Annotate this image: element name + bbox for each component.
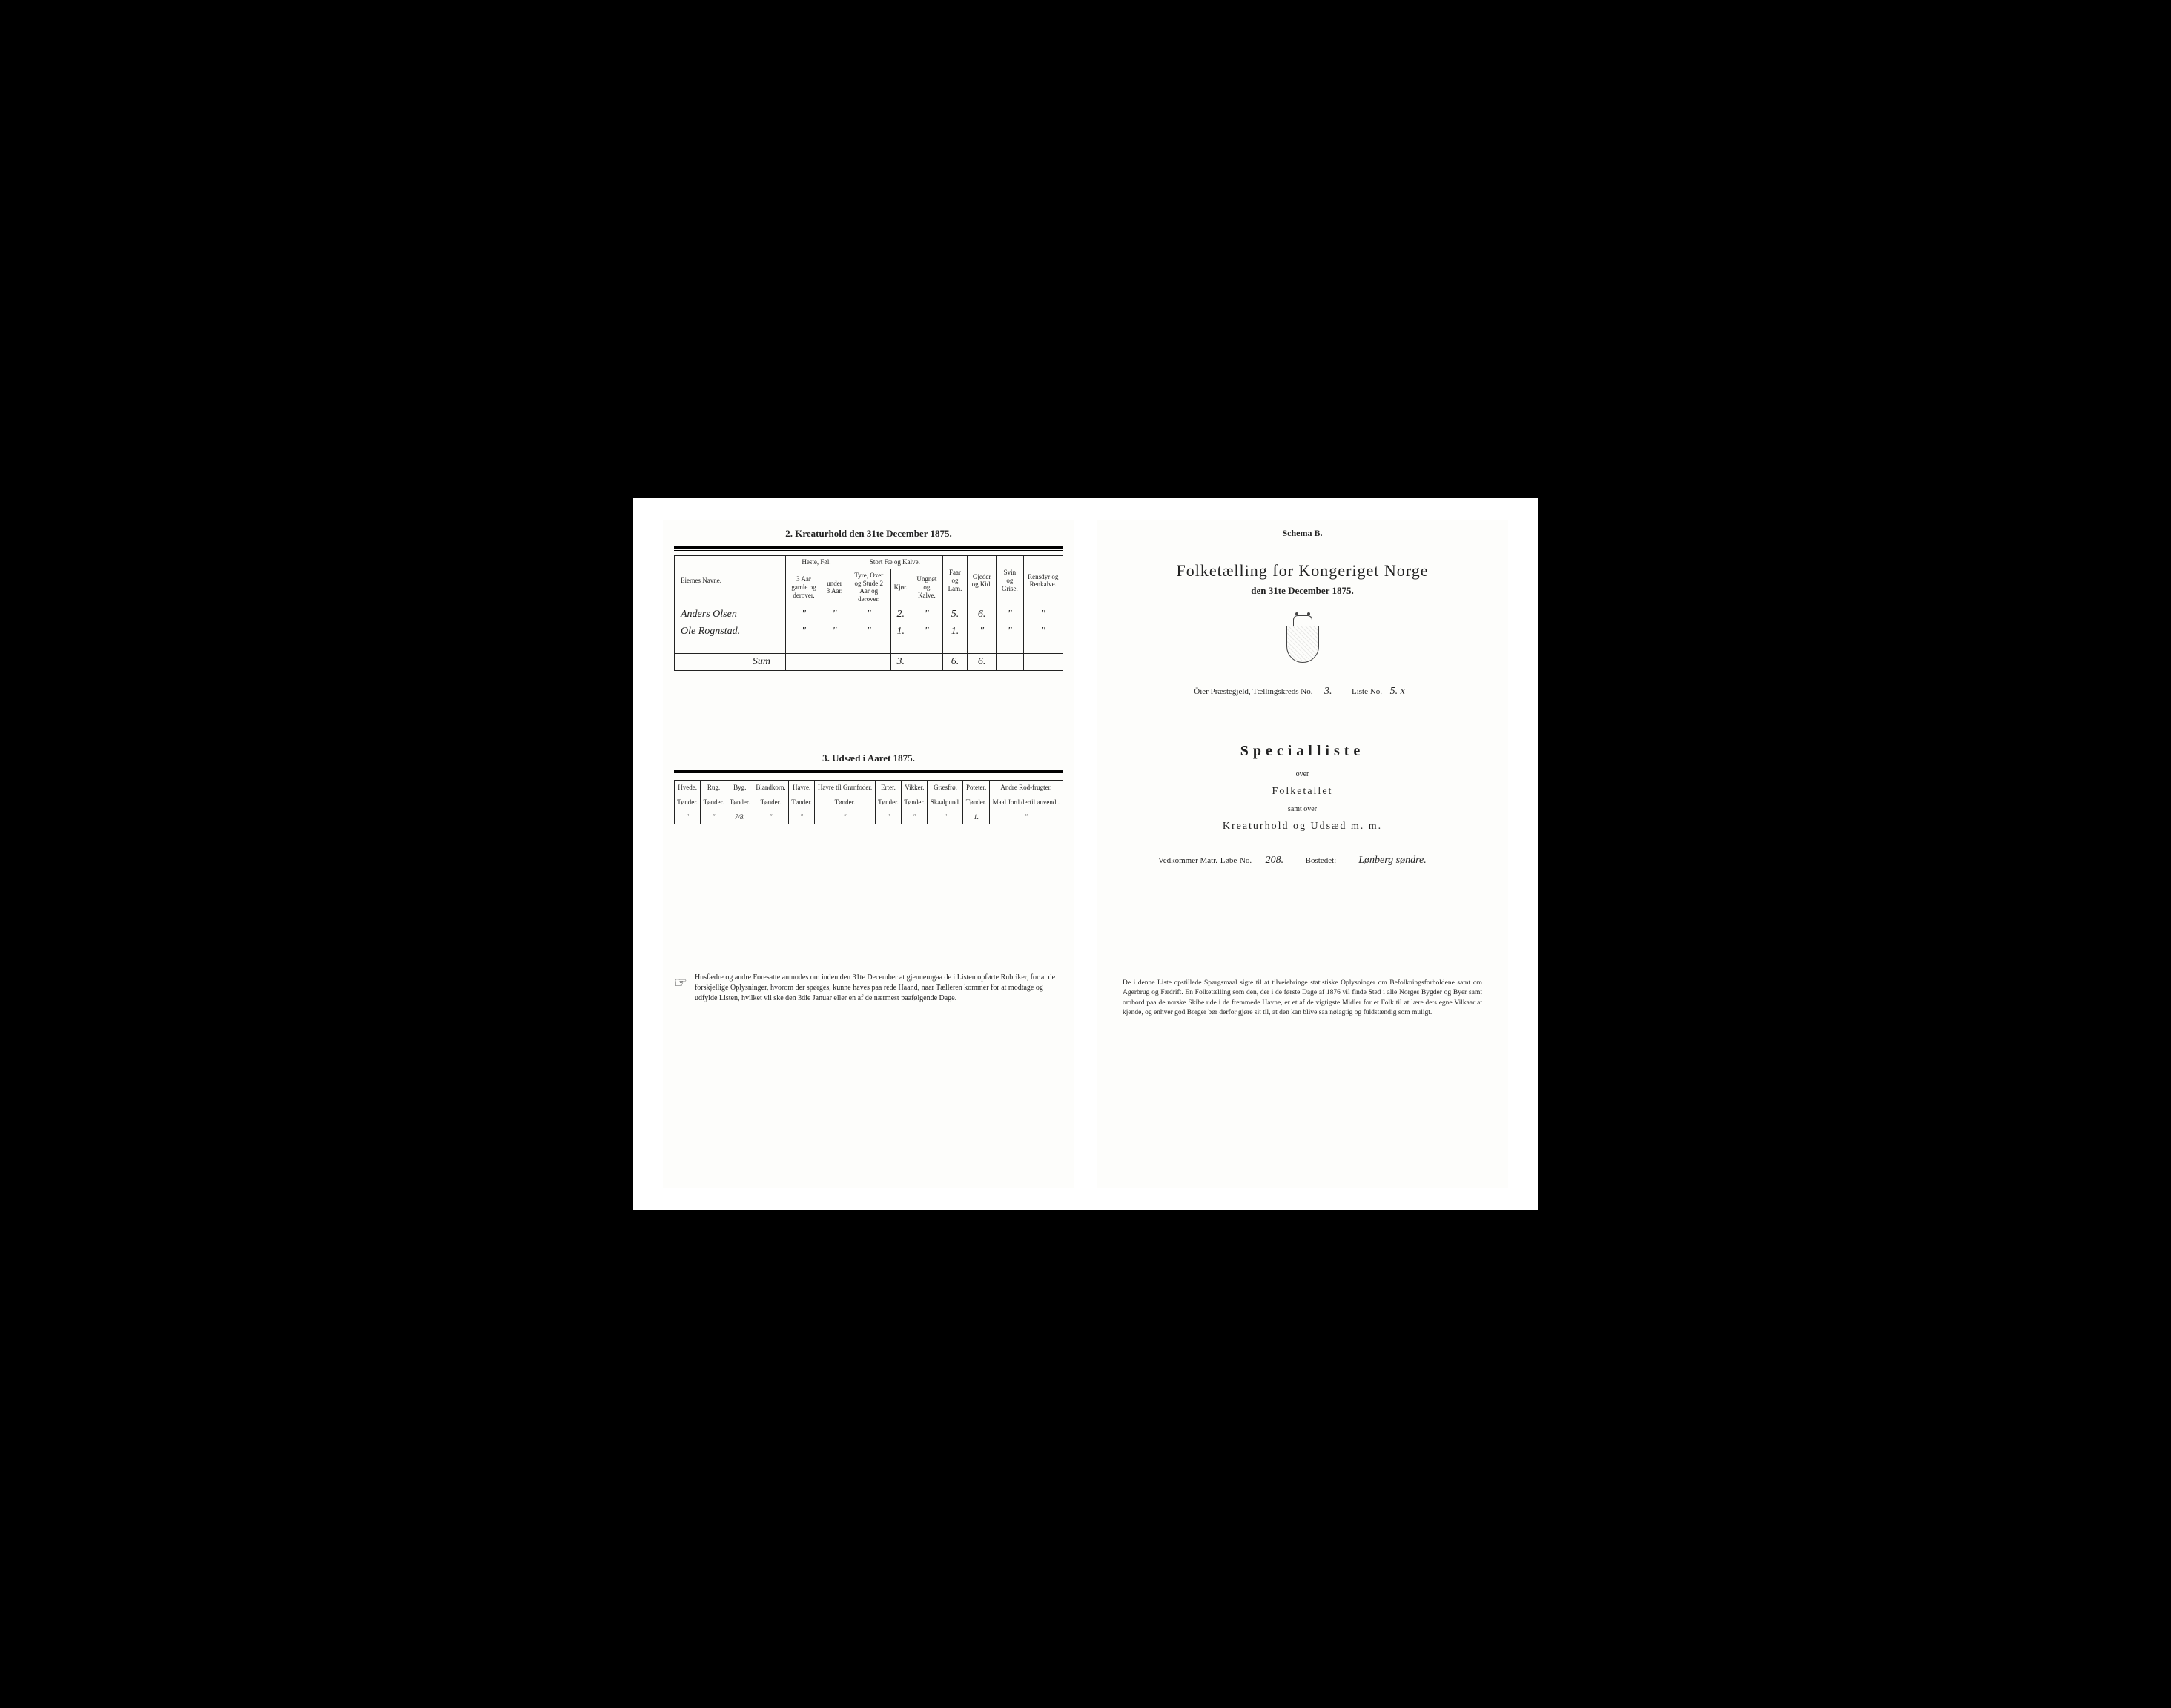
section2-title: 2. Kreaturhold den 31te December 1875. (674, 528, 1063, 540)
rule (674, 546, 1063, 549)
kreds-no: 3. (1317, 686, 1339, 698)
footer-text: Husfædre og andre Foresatte anmodes om i… (695, 973, 1063, 1004)
pointing-hand-icon: ☞ (674, 973, 687, 1004)
t2-body: Anders Olsen " " " 2. " 5. 6. " " Ole Ro… (675, 606, 1063, 670)
th-gjeder: Gjeder og Kid. (968, 556, 997, 606)
folketallet-label: Folketallet (1108, 786, 1497, 798)
district-line: Öier Præstegjeld, Tællingskreds No. 3. L… (1108, 686, 1497, 698)
th-faar: Faar og Lam. (942, 556, 967, 606)
th-heste-a: 3 Aar gamle og derover. (786, 569, 822, 606)
t3-head-top: Hvede. Rug. Byg. Blandkorn. Havre. Havre… (675, 780, 1063, 795)
left-footer: ☞ Husfædre og andre Foresatte anmodes om… (674, 973, 1063, 1004)
kreatur-label: Kreaturhold og Udsæd m. m. (1108, 821, 1497, 833)
th-heste-b: under 3 Aar. (822, 569, 847, 606)
seed-table: Hvede. Rug. Byg. Blandkorn. Havre. Havre… (674, 780, 1063, 824)
table-row: Ole Rognstad. " " " 1. " 1. " " " (675, 623, 1063, 640)
matr-line: Vedkommer Matr.-Løbe-No. 208. Bostedet: … (1108, 855, 1497, 867)
document-scan: 2. Kreaturhold den 31te December 1875. E… (633, 498, 1538, 1210)
th-svin: Svin og Grise. (997, 556, 1023, 606)
census-date: den 31te December 1875. (1108, 585, 1497, 597)
livestock-table: Eiernes Navne. Heste, Føl. Stort Fæ og K… (674, 555, 1063, 671)
th-eiernes: Eiernes Navne. (675, 556, 786, 606)
th-stort-a: Tyre, Oxer og Stude 2 Aar og derover. (847, 569, 891, 606)
right-footer-text: De i denne Liste opstillede Spørgsmaal s… (1108, 979, 1497, 1018)
th-heste-group: Heste, Føl. (786, 556, 847, 569)
coat-of-arms-icon (1281, 615, 1325, 667)
left-page: 2. Kreaturhold den 31te December 1875. E… (663, 520, 1074, 1188)
main-title: Folketælling for Kongeriget Norge (1108, 561, 1497, 580)
rule (674, 550, 1063, 551)
schema-label: Schema B. (1108, 528, 1497, 539)
matr-no: 208. (1256, 855, 1293, 867)
over-label: over (1108, 770, 1497, 778)
th-stort-group: Stort Fæ og Kalve. (847, 556, 943, 569)
t3-row: " " 7/8. " " " " " " 1. " (675, 810, 1063, 824)
table-row-sum: Sum 3. 6. 6. (675, 653, 1063, 670)
bosted: Lønberg søndre. (1341, 855, 1444, 867)
liste-no: 5. x (1387, 686, 1409, 698)
specialliste-heading: Specialliste (1108, 743, 1497, 760)
samt-label: samt over (1108, 805, 1497, 813)
right-page: Schema B. Folketælling for Kongeriget No… (1097, 520, 1508, 1188)
table-row: Anders Olsen " " " 2. " 5. 6. " " (675, 606, 1063, 623)
table-row (675, 640, 1063, 653)
rule (674, 770, 1063, 773)
th-stort-c: Ungnøt og Kalve. (911, 569, 942, 606)
th-stort-b: Kjør. (890, 569, 911, 606)
th-rensdyr: Rensdyr og Renkalve. (1023, 556, 1063, 606)
t3-head-bot: Tønder. Tønder. Tønder. Tønder. Tønder. … (675, 795, 1063, 810)
section3-title: 3. Udsæd i Aaret 1875. (674, 752, 1063, 764)
